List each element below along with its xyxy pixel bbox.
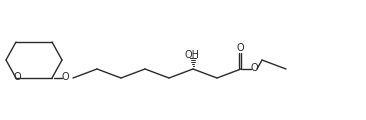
Text: O: O xyxy=(236,43,244,53)
Text: O: O xyxy=(250,63,258,73)
Text: O: O xyxy=(13,72,21,82)
Text: OH: OH xyxy=(184,50,199,60)
Text: O: O xyxy=(61,72,69,82)
